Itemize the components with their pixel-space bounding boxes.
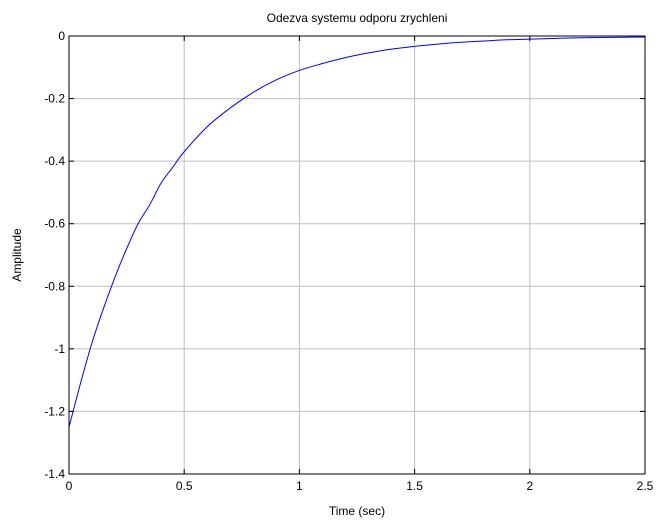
chart-title: Odezva systemu odporu zrychleni — [267, 11, 448, 25]
y-tick-label: 0 — [58, 29, 65, 43]
grid — [69, 36, 645, 474]
y-tick-label: -1 — [54, 342, 65, 356]
y-tick-label: -0.8 — [44, 279, 65, 293]
y-tick-label: -0.2 — [44, 92, 65, 106]
y-axis-label: Amplitude — [10, 228, 24, 282]
x-tick-label: 2 — [526, 479, 533, 493]
tick-labels: 0 0.5 1 1.5 2 2.5 0 -0.2 -0.4 -0.6 -0.8 -1 -1.2 -1.4 — [44, 29, 653, 493]
x-tick-label: 0.5 — [176, 479, 193, 493]
x-tick-label: 2.5 — [637, 479, 654, 493]
x-axis-label: Time (sec) — [329, 504, 385, 518]
y-tick-label: -0.4 — [44, 154, 65, 168]
plot-area — [69, 36, 645, 474]
ticks — [68, 35, 646, 475]
y-tick-label: -1.2 — [44, 404, 65, 418]
y-tick-label: -1.4 — [44, 467, 65, 481]
x-tick-label: 1.5 — [406, 479, 423, 493]
x-tick-label: 0 — [66, 479, 73, 493]
plot-frame — [68, 35, 646, 475]
x-tick-label: 1 — [296, 479, 303, 493]
y-tick-label: -0.6 — [44, 217, 65, 231]
